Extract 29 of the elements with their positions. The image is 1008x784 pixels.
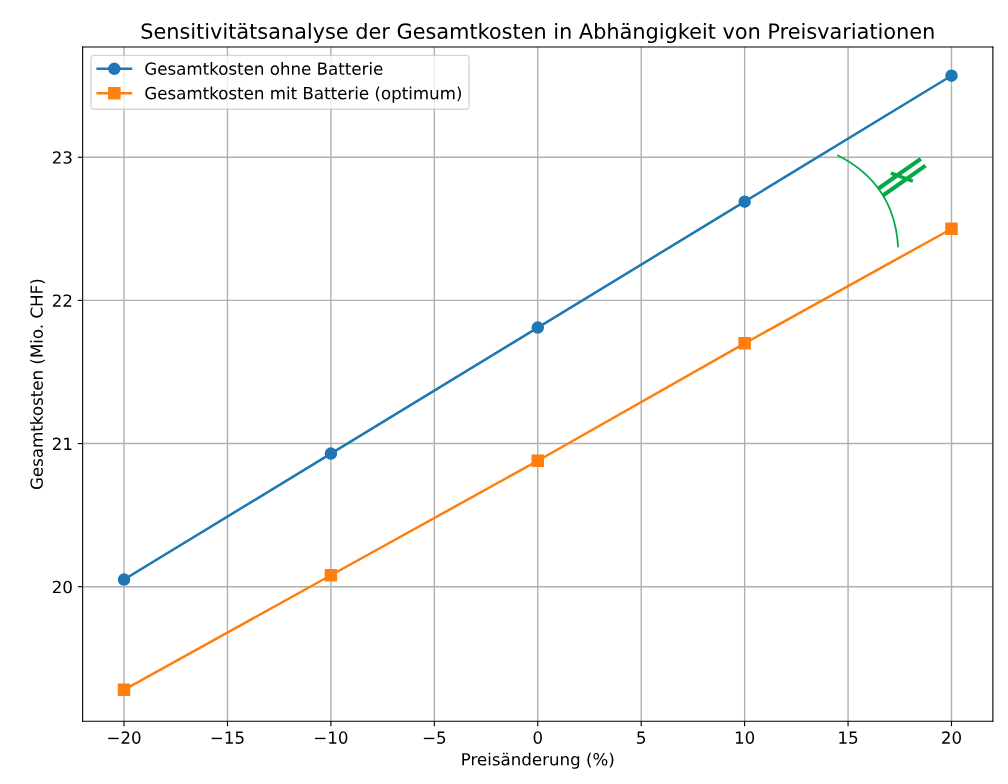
y-tick-label: 23 <box>52 151 72 164</box>
y-tick-label: 20 <box>52 580 72 594</box>
x-tick-label: 0 <box>533 731 542 744</box>
point <box>531 321 545 334</box>
legend-label: Gesamtkosten mit Batterie (optimum) <box>145 86 461 103</box>
x-tick-label: −5 <box>423 731 446 744</box>
x-axis-title: Preisänderung (%) <box>462 752 614 769</box>
point <box>324 447 338 460</box>
x-tick-label: −15 <box>211 731 244 744</box>
y-tick-label: 22 <box>52 294 72 307</box>
point <box>117 573 131 586</box>
x-tick-label: −20 <box>108 731 141 744</box>
x-tick-label: 5 <box>637 731 646 744</box>
y-axis-title: Gesamtkosten (Mio. CHF) <box>30 279 45 490</box>
point <box>945 222 958 236</box>
point <box>531 454 545 467</box>
point <box>945 69 958 82</box>
point <box>738 337 751 350</box>
point <box>738 195 751 208</box>
point <box>324 569 338 582</box>
chart-title: Sensitivitätsanalyse der Gesamtkosten in Abhängigkeit von Preisvariationen <box>141 22 934 44</box>
x-tick-label: 15 <box>839 731 858 744</box>
point <box>117 683 131 697</box>
legend-label: Gesamtkosten ohne Batterie <box>145 62 383 75</box>
annotation: ∦ <box>874 153 930 201</box>
x-tick-label: 10 <box>735 731 755 744</box>
x-tick-label: −10 <box>315 731 348 744</box>
y-tick-label: 21 <box>52 437 72 450</box>
x-tick-label: 20 <box>942 731 961 744</box>
